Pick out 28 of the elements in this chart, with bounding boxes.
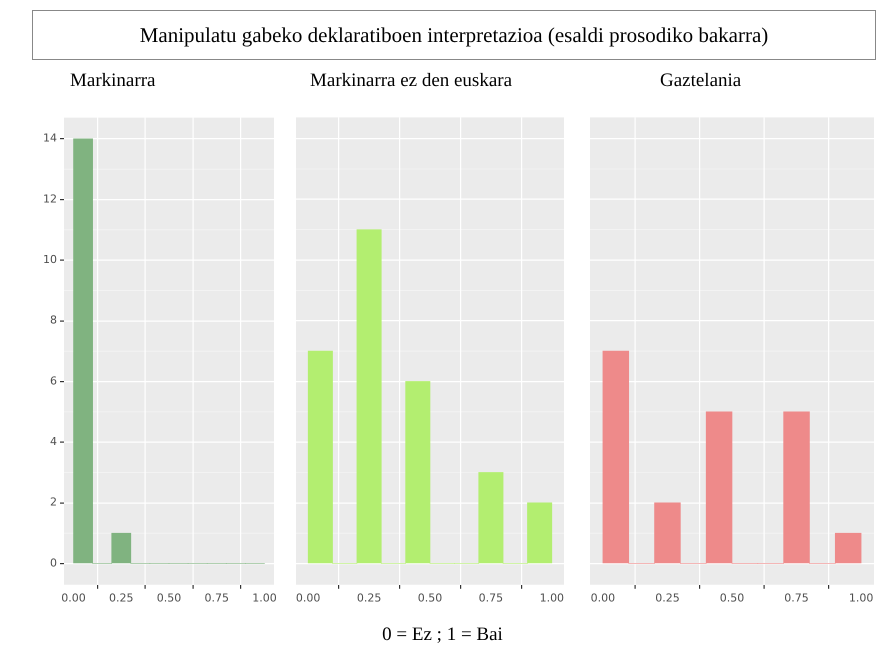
y-tick-label: 10	[42, 253, 57, 266]
x-tick-label: 0.00	[296, 591, 320, 604]
x-tick-label: 0.75	[784, 591, 809, 604]
y-tick-label: 0	[50, 556, 57, 570]
x-tick-label: 0.25	[356, 591, 382, 604]
y-tick-label: 8	[50, 314, 57, 327]
x-tick-label: 0.75	[204, 591, 229, 604]
x-tick-label: 0.00	[61, 591, 86, 604]
y-tick-label: 6	[50, 374, 57, 388]
x-tick-label: 0.25	[655, 591, 680, 604]
y-tick-label: 4	[50, 435, 57, 448]
y-tick-label: 2	[50, 496, 57, 509]
y-tick-label: 12	[42, 192, 57, 206]
chart-subtitle: Gaztelania	[660, 70, 742, 92]
x-tick-label: 0.00	[590, 591, 616, 604]
x-tick-label: 1.00	[848, 591, 874, 604]
x-axis-title: 0 = Ez ; 1 = Bai	[381, 624, 504, 646]
x-tick-label: 1.00	[540, 591, 564, 604]
x-tick-label: 0.25	[109, 591, 134, 604]
y-tick-label: 14	[42, 132, 57, 145]
x-tick-label: 0.50	[720, 591, 744, 604]
text: Manipulatu gabeko deklaratiboen interpretazioa (esaldi prosodiko bakarra)	[32, 10, 876, 60]
chart-subtitle: Markinarra	[70, 70, 156, 92]
x-tick-label: 0.50	[418, 591, 442, 604]
x-tick-label: 0.75	[478, 591, 504, 604]
chart-subtitle: Markinarra ez den euskara	[310, 70, 512, 92]
x-tick-label: 1.00	[252, 591, 277, 604]
x-tick-label: 0.50	[156, 591, 182, 604]
